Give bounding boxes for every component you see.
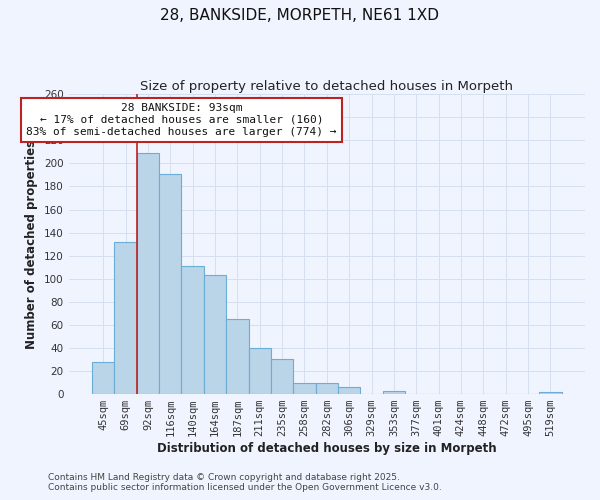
Bar bbox=[204, 276, 226, 394]
Bar bbox=[181, 266, 204, 394]
Bar bbox=[271, 360, 293, 394]
Bar bbox=[338, 387, 361, 394]
Y-axis label: Number of detached properties: Number of detached properties bbox=[25, 140, 38, 348]
Bar bbox=[137, 153, 159, 394]
Bar bbox=[293, 382, 316, 394]
Text: 28, BANKSIDE, MORPETH, NE61 1XD: 28, BANKSIDE, MORPETH, NE61 1XD bbox=[161, 8, 439, 22]
Text: Contains HM Land Registry data © Crown copyright and database right 2025.
Contai: Contains HM Land Registry data © Crown c… bbox=[48, 473, 442, 492]
Bar bbox=[159, 174, 181, 394]
Bar bbox=[539, 392, 562, 394]
Title: Size of property relative to detached houses in Morpeth: Size of property relative to detached ho… bbox=[140, 80, 513, 93]
Bar bbox=[115, 242, 137, 394]
X-axis label: Distribution of detached houses by size in Morpeth: Distribution of detached houses by size … bbox=[157, 442, 497, 455]
Text: 28 BANKSIDE: 93sqm
← 17% of detached houses are smaller (160)
83% of semi-detach: 28 BANKSIDE: 93sqm ← 17% of detached hou… bbox=[26, 104, 337, 136]
Bar bbox=[226, 319, 248, 394]
Bar bbox=[316, 382, 338, 394]
Bar bbox=[383, 390, 405, 394]
Bar bbox=[248, 348, 271, 394]
Bar bbox=[92, 362, 115, 394]
